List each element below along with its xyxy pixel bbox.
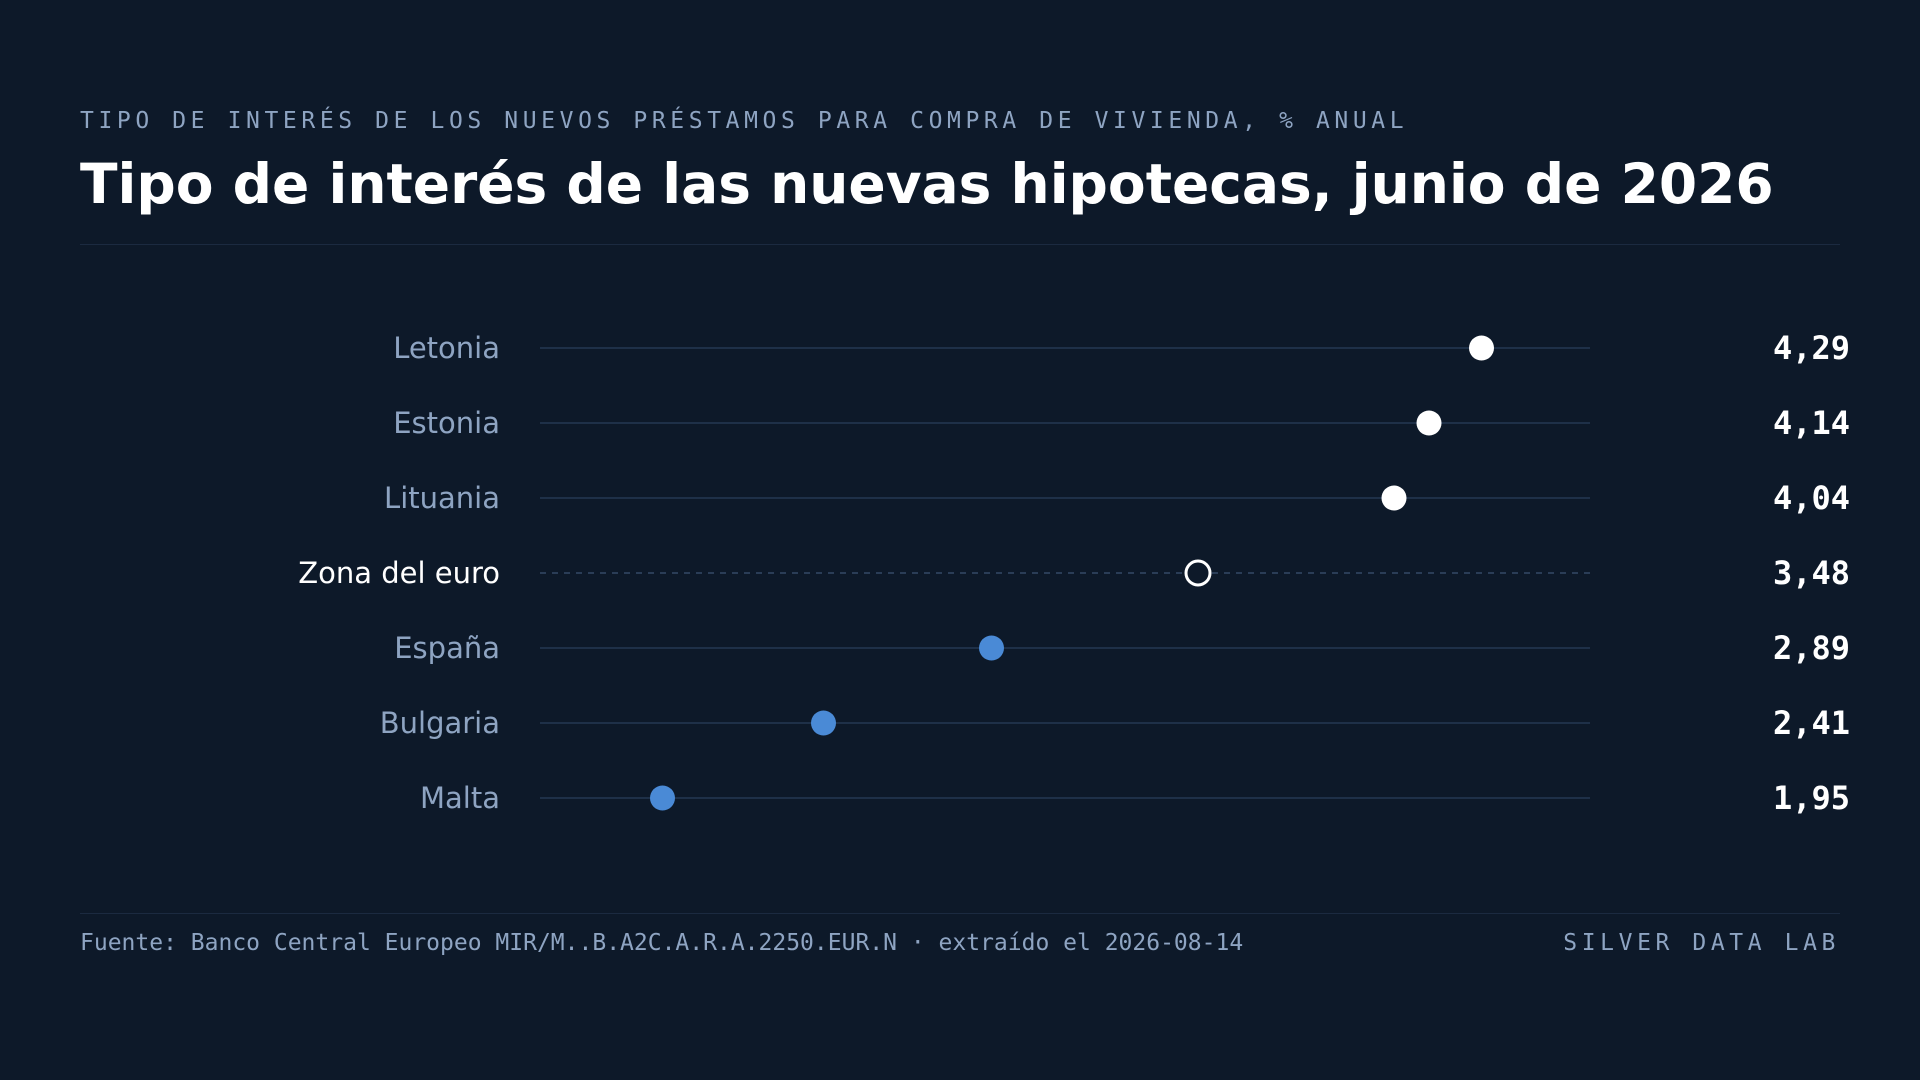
category-label: Zona del euro (298, 556, 500, 590)
data-point (1416, 410, 1442, 436)
brand-label: SILVER DATA LAB (1563, 930, 1840, 956)
data-point (1381, 485, 1407, 511)
chart-subtitle: TIPO DE INTERÉS DE LOS NUEVOS PRÉSTAMOS … (80, 108, 1409, 134)
value-label: 2,89 (1773, 629, 1850, 667)
value-label: 3,48 (1773, 554, 1850, 592)
data-point (811, 710, 836, 736)
source-note: Fuente: Banco Central Europeo MIR/M..B.A… (80, 930, 1244, 956)
data-point (979, 635, 1004, 661)
category-label: Lituania (384, 481, 500, 515)
category-label: Bulgaria (380, 706, 500, 740)
category-label: Estonia (393, 406, 500, 440)
value-label: 4,29 (1773, 329, 1850, 367)
value-label: 2,41 (1773, 704, 1850, 742)
category-label: Malta (420, 781, 500, 815)
reference-point (1184, 559, 1212, 587)
footer-divider (80, 913, 1840, 914)
value-label: 4,14 (1773, 404, 1850, 442)
data-point (1469, 335, 1494, 361)
header-divider (80, 244, 1840, 245)
data-point (650, 785, 675, 811)
chart-title: Tipo de interés de las nuevas hipotecas,… (80, 152, 1774, 216)
category-label: España (394, 631, 500, 665)
value-label: 4,04 (1773, 479, 1850, 517)
category-label: Letonia (393, 331, 500, 365)
value-label: 1,95 (1773, 779, 1850, 817)
